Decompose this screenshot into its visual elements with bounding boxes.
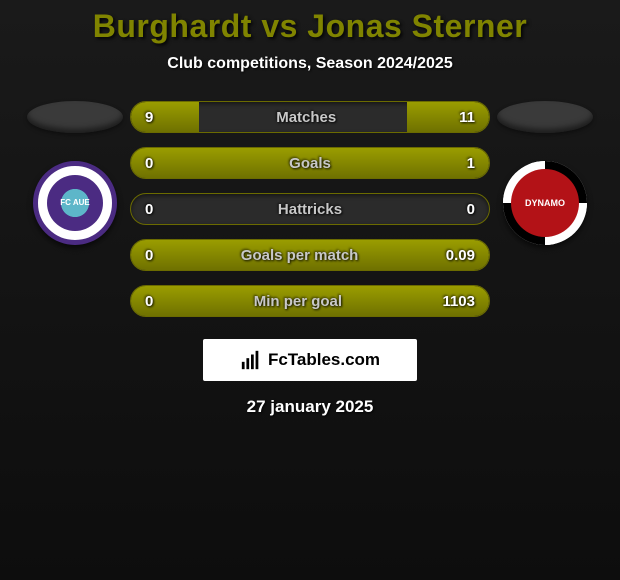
- stat-label: Min per goal: [254, 293, 342, 310]
- stat-label: Matches: [276, 109, 336, 126]
- bar-chart-icon: [240, 349, 262, 371]
- stat-value-right: 1: [467, 155, 475, 172]
- right-side: DYNAMO: [490, 101, 600, 245]
- stat-value-right: 11: [459, 109, 475, 126]
- comparison-panel: FC AUE 9 Matches 11 0 Goals 1 0 Hattricks 0 0 Goal…: [0, 101, 620, 317]
- branding-text: FcTables.com: [268, 350, 380, 370]
- stat-fill-right: [407, 102, 489, 132]
- stat-value-right: 1103: [442, 293, 475, 310]
- branding-badge: FcTables.com: [203, 339, 417, 381]
- stat-row: 0 Goals 1: [130, 147, 490, 179]
- stat-row: 9 Matches 11: [130, 101, 490, 133]
- subtitle: Club competitions, Season 2024/2025: [0, 55, 620, 73]
- stat-label: Goals per match: [241, 247, 359, 264]
- stat-row: 0 Hattricks 0: [130, 193, 490, 225]
- stat-value-right: 0.09: [446, 247, 475, 264]
- page-title: Burghardt vs Jonas Sterner: [0, 8, 620, 45]
- stat-value-left: 0: [145, 247, 153, 264]
- stat-label: Hattricks: [278, 201, 342, 218]
- stat-value-right: 0: [467, 201, 475, 218]
- team-crest-right: DYNAMO: [503, 161, 587, 245]
- stat-row: 0 Min per goal 1103: [130, 285, 490, 317]
- team-crest-left: FC AUE: [33, 161, 117, 245]
- stat-value-left: 0: [145, 293, 153, 310]
- crest-left-label: FC AUE: [47, 175, 103, 231]
- date-label: 27 january 2025: [0, 397, 620, 417]
- stat-value-left: 9: [145, 109, 153, 126]
- stat-value-left: 0: [145, 155, 153, 172]
- stat-row: 0 Goals per match 0.09: [130, 239, 490, 271]
- player-placeholder-left: [27, 101, 123, 133]
- player-placeholder-right: [497, 101, 593, 133]
- stat-fill-left: [131, 102, 199, 132]
- left-side: FC AUE: [20, 101, 130, 245]
- crest-right-label: DYNAMO: [511, 169, 579, 237]
- stats-bars: 9 Matches 11 0 Goals 1 0 Hattricks 0 0 Goals per m…: [130, 101, 490, 317]
- stat-value-left: 0: [145, 201, 153, 218]
- stat-label: Goals: [289, 155, 331, 172]
